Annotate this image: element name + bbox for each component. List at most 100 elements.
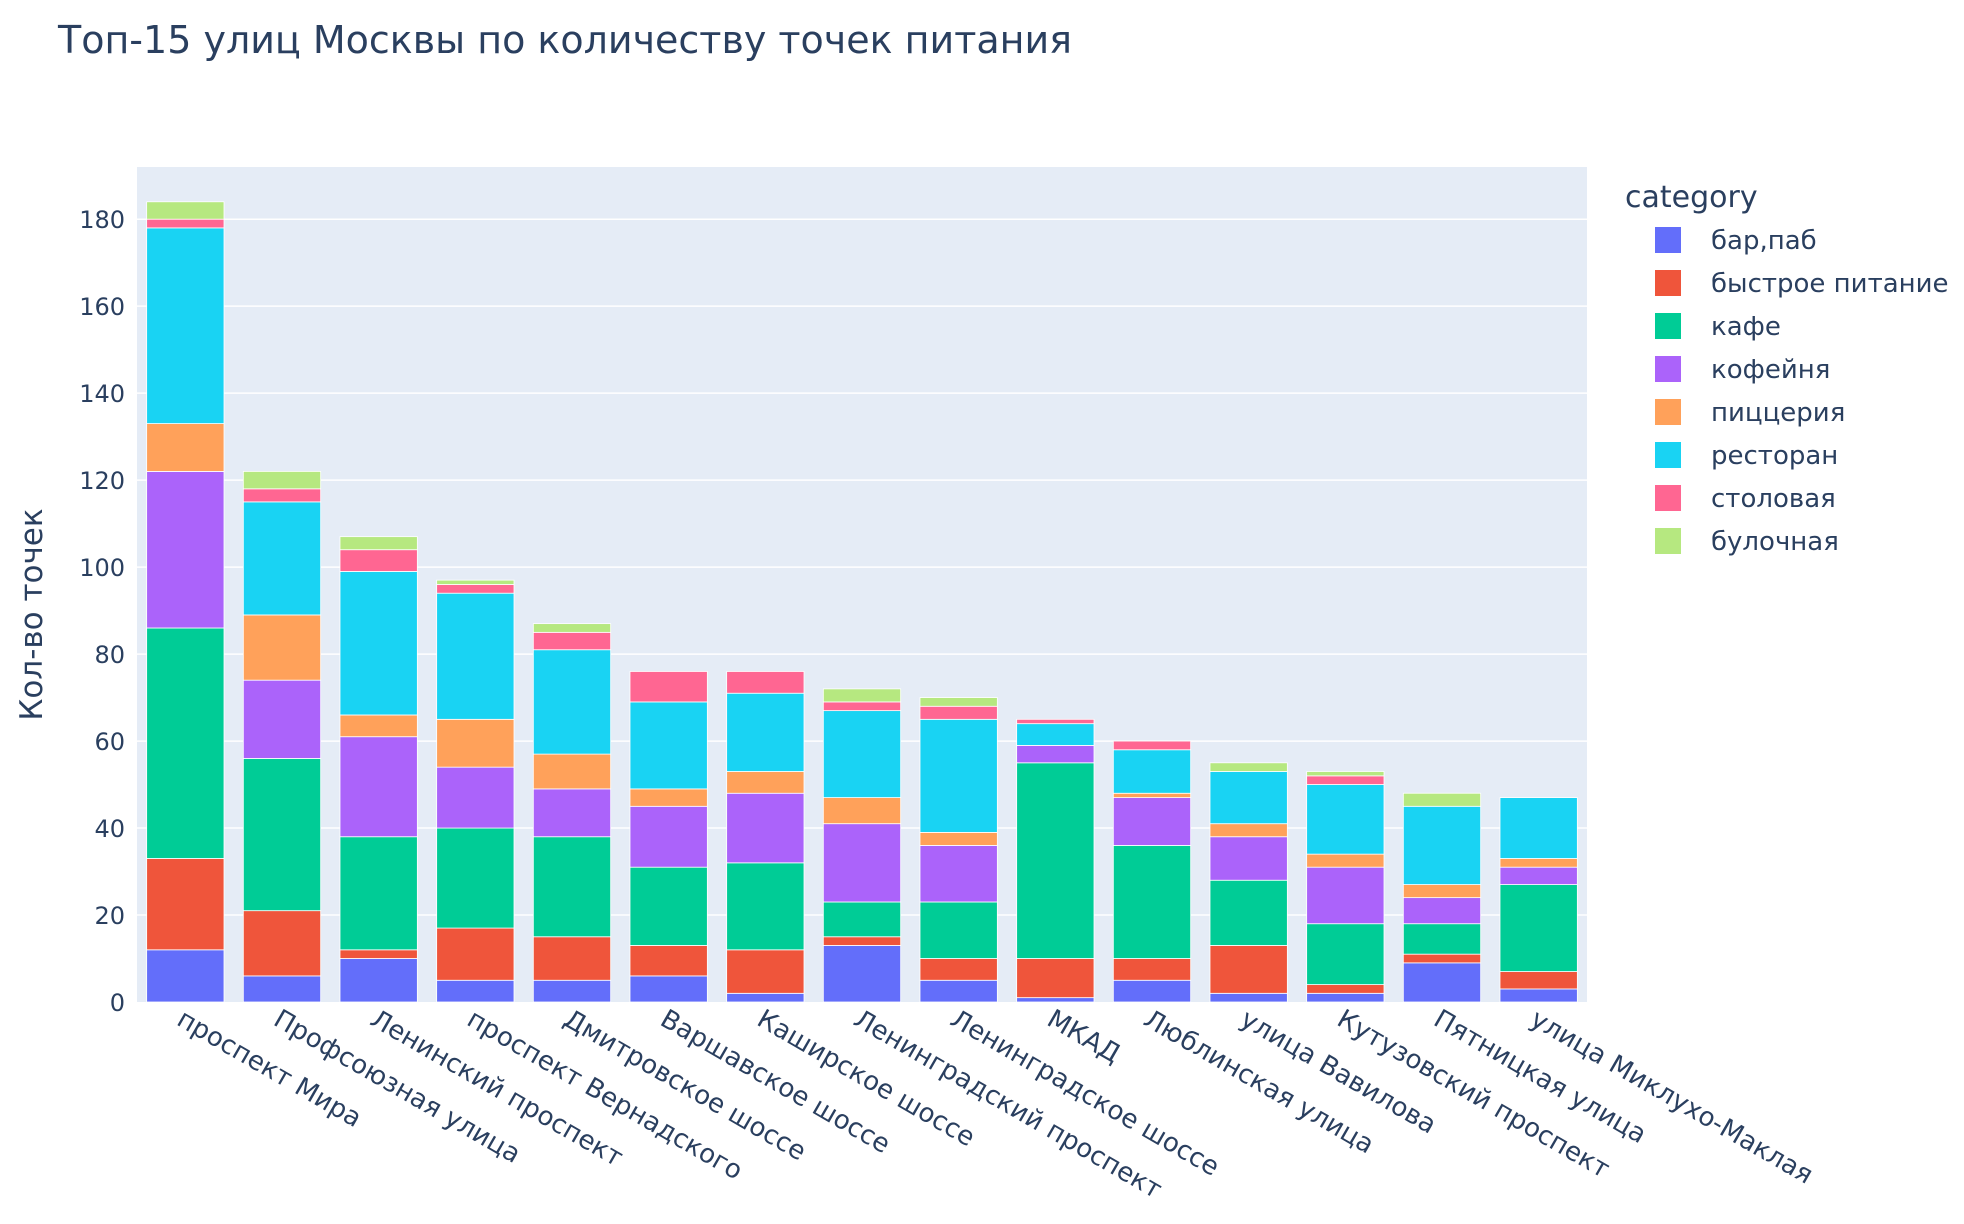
bar-segment <box>629 701 708 790</box>
bar-segment <box>339 836 418 951</box>
bar-segment <box>1112 797 1192 846</box>
bar-segment <box>532 623 612 633</box>
legend-swatch <box>1655 270 1681 296</box>
bar-segment <box>1402 953 1482 964</box>
legend-swatch <box>1655 485 1681 511</box>
bar-segment <box>146 201 225 220</box>
bar-segment <box>822 823 902 903</box>
y-tick-label: 100 <box>79 554 125 582</box>
bar-segment <box>1306 923 1385 986</box>
bar-segment <box>1306 853 1385 868</box>
bar-segment <box>822 945 902 1003</box>
bar-segment <box>1499 858 1578 868</box>
bar-segment <box>1402 884 1482 899</box>
legend-item: булочная <box>1655 527 1839 557</box>
legend-label: быстрое питание <box>1711 269 1949 299</box>
bar-segment <box>726 949 805 994</box>
bar-segment <box>146 627 225 859</box>
legend-item: кофейня <box>1655 355 1830 385</box>
bar-segment <box>1402 962 1482 1003</box>
bar-segment <box>1016 958 1095 999</box>
bar-segment <box>339 549 418 572</box>
bar-segment <box>242 910 322 977</box>
bar-segment <box>1499 797 1578 859</box>
bar-segment <box>919 958 998 981</box>
bar-segment <box>1306 775 1385 785</box>
y-tick-label: 40 <box>94 815 125 843</box>
bar-segment <box>1016 997 1095 1003</box>
bar-segment <box>822 701 902 712</box>
bar-segment <box>1499 971 1578 990</box>
bar-segment <box>1209 771 1288 825</box>
bar-segment <box>436 979 515 1003</box>
bar-segment <box>1016 762 1095 959</box>
bar-segment <box>436 584 515 594</box>
y-tick-label: 180 <box>79 206 125 234</box>
bar-segment <box>436 827 515 929</box>
bar-segment <box>629 945 708 977</box>
bar-segment <box>726 771 805 794</box>
bar-segment <box>1209 879 1288 946</box>
bar-segment <box>629 788 708 807</box>
y-tick-label: 60 <box>94 728 125 756</box>
bar-segment <box>242 975 322 1003</box>
bar-segment <box>436 592 515 720</box>
bar-segment <box>146 949 225 1003</box>
bar-segment <box>1209 836 1288 881</box>
legend-label: кофейня <box>1711 355 1830 385</box>
legend-item: столовая <box>1655 484 1836 514</box>
y-axis-label: Кол-во точек <box>14 508 50 720</box>
bar-segment <box>1112 958 1192 981</box>
bar-segment <box>532 979 612 1003</box>
bar-segment <box>1499 866 1578 885</box>
bar-segment <box>242 501 322 616</box>
bar-segment <box>726 671 805 694</box>
bar-segment <box>919 979 998 1003</box>
bar-segment <box>919 901 998 959</box>
bar-segment <box>1112 740 1192 751</box>
y-tick-label: 120 <box>79 467 125 495</box>
bar-segment <box>822 710 902 798</box>
bar-segment <box>532 788 612 838</box>
legend-swatch <box>1655 227 1681 253</box>
bar-segment <box>242 488 322 503</box>
bar-segment <box>436 766 515 829</box>
legend-label: пиццерия <box>1711 398 1845 428</box>
y-tick-label: 20 <box>94 902 125 930</box>
legend-swatch <box>1655 356 1681 382</box>
bar-segment <box>629 975 708 1003</box>
bar-segment <box>339 714 418 738</box>
bar-segment <box>339 571 418 716</box>
bar-segment <box>1306 866 1385 925</box>
legend-label: ресторан <box>1711 441 1838 471</box>
bar-segment <box>532 936 612 981</box>
bar-segment <box>1016 745 1095 764</box>
y-tick-label: 160 <box>79 293 125 321</box>
bar-segment <box>726 692 805 772</box>
legend-item: ресторан <box>1655 441 1838 471</box>
bar-segment <box>629 805 708 868</box>
bar-segment <box>726 862 805 951</box>
legend-item: кафе <box>1655 312 1781 342</box>
bar-segment <box>1402 923 1482 955</box>
legend-swatch <box>1655 313 1681 339</box>
legend-label: кафе <box>1711 312 1781 342</box>
chart-title: Топ-15 улиц Москвы по количеству точек п… <box>58 18 1073 62</box>
bar-segment <box>339 536 418 551</box>
bar-segment <box>822 901 902 938</box>
bar-segment <box>339 736 418 838</box>
bar-segment <box>242 758 322 912</box>
legend-swatch <box>1655 399 1681 425</box>
bar-segment <box>1016 718 1095 725</box>
bar-segment <box>146 858 225 951</box>
bar-segment <box>532 631 612 651</box>
bar-segment <box>532 753 612 790</box>
bar-segment <box>1402 792 1482 807</box>
bar-segment <box>146 423 225 472</box>
bar-segment <box>1209 823 1288 838</box>
y-tick-label: 140 <box>79 380 125 408</box>
bar-segment <box>726 992 805 1003</box>
legend-swatch <box>1655 528 1681 554</box>
bar-segment <box>242 679 322 759</box>
